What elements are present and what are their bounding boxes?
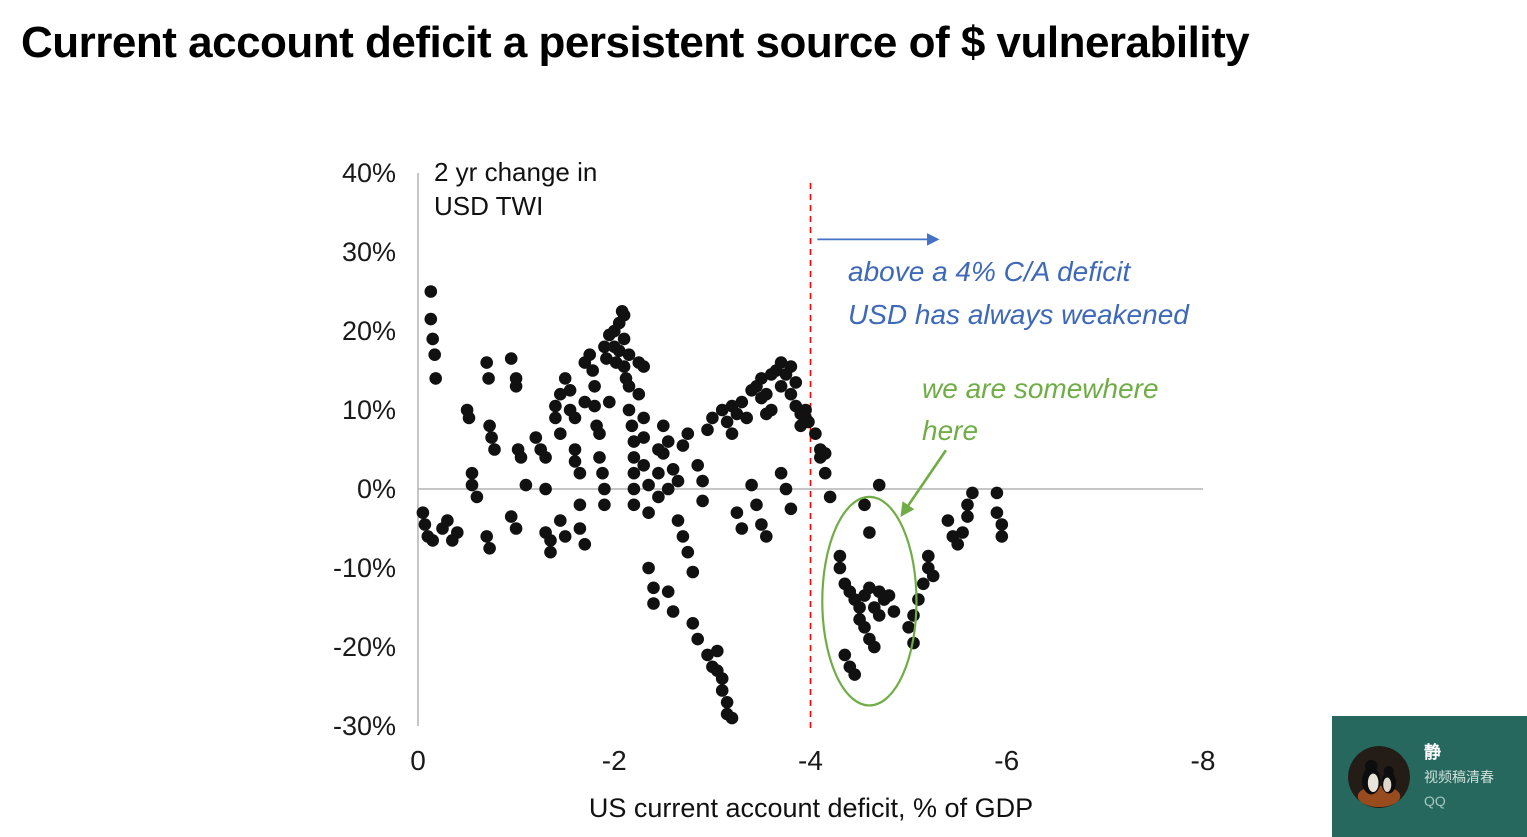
y-axis-annotation-line2: USD TWI <box>434 191 544 221</box>
penguin-avatar-image <box>1348 745 1410 808</box>
blue-annotation: above a 4% C/A deficit USD has always we… <box>848 250 1189 336</box>
green-arrow <box>900 449 947 518</box>
svg-text:40%: 40% <box>342 158 396 188</box>
svg-text:20%: 20% <box>342 316 396 346</box>
x-axis-title: US current account deficit, % of GDP <box>588 793 1034 823</box>
svg-text:0: 0 <box>410 745 426 776</box>
y-tick-labels: 40% 30% 20% 10% 0% -10% -20% -30% <box>333 158 396 741</box>
svg-text:-8: -8 <box>1191 745 1216 776</box>
profile-texts: 静 视频稿清春 QQ <box>1424 741 1494 813</box>
svg-text:30%: 30% <box>342 237 396 267</box>
svg-text:-6: -6 <box>994 745 1019 776</box>
svg-text:0%: 0% <box>357 474 396 504</box>
y-axis-annotation: 2 yr change in USD TWI <box>434 155 597 223</box>
blue-annotation-line2: USD has always weakened <box>848 299 1189 330</box>
green-annotation-line2: here <box>922 415 979 446</box>
y-axis-annotation-line1: 2 yr change in <box>434 157 598 187</box>
profile-subtitle: 视频稿清春 <box>1424 768 1494 785</box>
green-annotation: we are somewhere here <box>922 368 1159 452</box>
qq-profile-card[interactable]: 静 视频稿清春 QQ <box>1332 716 1527 837</box>
slide-title: Current account deficit a persistent sou… <box>21 18 1250 67</box>
highlight-ellipse <box>821 495 918 707</box>
svg-text:-4: -4 <box>798 745 823 776</box>
svg-text:-20%: -20% <box>333 632 396 662</box>
blue-annotation-line1: above a 4% C/A deficit <box>848 256 1131 287</box>
avatar <box>1348 745 1410 808</box>
svg-text:-30%: -30% <box>333 711 396 741</box>
svg-text:10%: 10% <box>342 395 396 425</box>
svg-text:-10%: -10% <box>333 553 396 583</box>
svg-text:-2: -2 <box>602 745 627 776</box>
profile-platform: QQ <box>1424 792 1446 809</box>
x-tick-labels: 0 -2 -4 -6 -8 <box>410 745 1215 776</box>
profile-name: 静 <box>1424 742 1441 762</box>
green-annotation-line1: we are somewhere <box>922 373 1159 404</box>
scatter-points <box>416 285 1009 725</box>
